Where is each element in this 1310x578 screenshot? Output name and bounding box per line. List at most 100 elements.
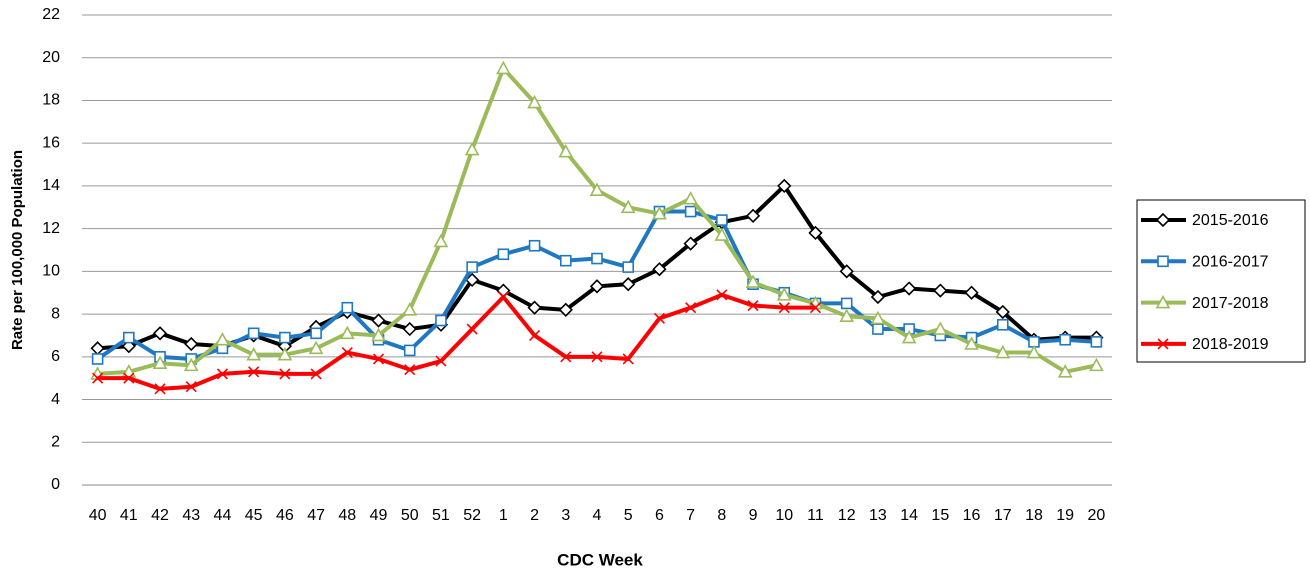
- point-marker: [901, 329, 917, 344]
- point-marker: [183, 357, 199, 372]
- point-marker: [184, 336, 199, 352]
- x-tick-label: 2: [530, 507, 539, 524]
- point-marker: [776, 287, 792, 301]
- y-tick-label: 20: [42, 49, 60, 66]
- legend-label: 2015-2016: [1192, 212, 1269, 229]
- x-tick-label: 51: [432, 507, 450, 524]
- x-tick-label: 5: [624, 507, 633, 524]
- x-tick-label: 44: [214, 507, 232, 524]
- point-marker: [403, 344, 416, 357]
- point-marker: [809, 302, 822, 314]
- x-tick-label: 13: [869, 507, 887, 524]
- point-marker: [152, 355, 168, 370]
- point-marker: [339, 325, 355, 340]
- point-marker: [528, 239, 541, 252]
- point-marker: [91, 353, 104, 365]
- point-marker: [995, 304, 1010, 320]
- point-marker: [591, 252, 603, 265]
- y-tick-label: 6: [51, 348, 60, 365]
- x-tick-label: 52: [463, 507, 481, 524]
- point-marker: [716, 214, 728, 226]
- point-marker: [372, 353, 385, 365]
- point-marker: [870, 310, 886, 325]
- legend-label: 2017-2018: [1192, 295, 1269, 312]
- point-marker: [433, 233, 449, 248]
- series-line: [97, 66, 1097, 376]
- point-marker: [589, 279, 605, 294]
- point-marker: [560, 351, 572, 363]
- point-marker: [808, 225, 823, 241]
- point-marker: [279, 331, 291, 344]
- legend-marker: [1155, 294, 1171, 309]
- legend-marker: [1157, 338, 1169, 350]
- point-marker: [215, 332, 230, 346]
- y-tick-label: 8: [51, 305, 60, 322]
- point-marker: [1089, 357, 1104, 372]
- point-marker: [497, 291, 509, 303]
- point-marker: [248, 366, 260, 378]
- legend-marker: [1155, 212, 1171, 228]
- x-tick-label: 19: [1056, 507, 1074, 524]
- point-marker: [435, 314, 447, 327]
- point-marker: [777, 178, 792, 194]
- point-marker: [589, 182, 605, 196]
- x-tick-label: 8: [717, 507, 726, 524]
- y-tick-label: 12: [42, 220, 60, 237]
- point-marker: [745, 208, 761, 223]
- point-marker: [404, 364, 416, 376]
- point-marker: [529, 329, 541, 342]
- y-tick-label: 4: [51, 391, 60, 408]
- point-marker: [747, 299, 759, 312]
- point-marker: [933, 283, 948, 298]
- x-tick-label: 15: [931, 507, 949, 524]
- x-tick-label: 17: [994, 507, 1012, 524]
- y-tick-label: 22: [42, 6, 60, 23]
- point-marker: [310, 368, 322, 380]
- legend-label: 2018-2019: [1192, 336, 1269, 353]
- point-marker: [653, 312, 665, 324]
- point-marker: [246, 347, 262, 361]
- point-marker: [496, 60, 511, 75]
- x-tick-label: 47: [307, 507, 325, 524]
- x-tick-label: 42: [151, 507, 169, 524]
- point-marker: [464, 141, 480, 156]
- y-tick-label: 2: [51, 433, 60, 450]
- point-marker: [778, 302, 790, 314]
- point-marker: [341, 301, 354, 314]
- legend-label: 2016-2017: [1192, 254, 1269, 271]
- point-marker: [683, 191, 698, 205]
- y-axis-title: Rate per 100,000 Population: [9, 150, 26, 350]
- x-tick-label: 20: [1087, 507, 1105, 524]
- x-tick-label: 43: [182, 507, 200, 524]
- point-marker: [591, 351, 603, 363]
- point-marker: [154, 383, 166, 395]
- point-marker: [558, 302, 573, 317]
- point-marker: [839, 308, 855, 323]
- point-marker: [839, 264, 854, 279]
- y-tick-label: 14: [42, 177, 60, 194]
- point-marker: [685, 302, 697, 314]
- legend-marker: [1157, 255, 1169, 268]
- x-tick-label: 6: [655, 507, 664, 524]
- point-marker: [466, 261, 478, 273]
- y-tick-label: 16: [42, 134, 60, 151]
- point-marker: [621, 277, 636, 292]
- point-marker: [216, 368, 229, 380]
- point-marker: [497, 248, 510, 261]
- x-tick-label: 11: [807, 507, 824, 524]
- point-marker: [90, 341, 105, 356]
- point-marker: [308, 340, 324, 355]
- point-marker: [527, 300, 542, 315]
- y-tick-label: 10: [42, 263, 60, 280]
- point-marker: [527, 94, 542, 109]
- point-marker: [683, 236, 698, 251]
- point-marker: [277, 347, 293, 361]
- x-tick-label: 4: [593, 507, 602, 524]
- point-marker: [465, 272, 480, 288]
- point-marker: [932, 321, 948, 335]
- point-marker: [622, 353, 634, 365]
- x-tick-label: 50: [401, 507, 419, 524]
- point-marker: [185, 381, 197, 393]
- x-tick-label: 18: [1025, 507, 1043, 524]
